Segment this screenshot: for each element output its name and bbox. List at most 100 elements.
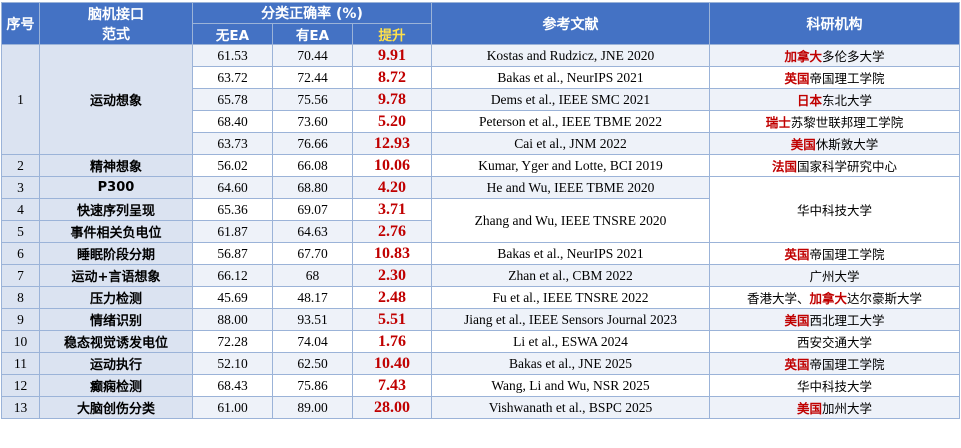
institution: 瑞士苏黎世联邦理工学院 <box>709 110 960 133</box>
without-ea-value: 63.72 <box>192 66 273 89</box>
table-row: 5 事件相关负电位 61.87 64.63 2.76 <box>1 220 960 243</box>
institution-country: 日本 <box>796 93 822 108</box>
improvement-value: 12.93 <box>352 132 432 155</box>
without-ea-value: 61.53 <box>192 44 273 67</box>
institution-country: 法国 <box>771 159 797 174</box>
with-ea-value: 70.44 <box>272 44 353 67</box>
with-ea-value: 69.07 <box>272 198 353 221</box>
institution: 广州大学 <box>709 264 960 287</box>
table-row: 7 运动+言语想象 66.12 68 2.30 Zhan et al., CBM… <box>1 264 960 287</box>
without-ea-value: 45.69 <box>192 286 273 309</box>
institution-name: 帝国理工学院 <box>809 71 885 86</box>
institution-country: 英国 <box>784 247 810 262</box>
institution: 法国国家科学研究中心 <box>709 154 960 177</box>
row-no: 13 <box>1 396 40 419</box>
institution: 美国加州大学 <box>709 396 960 419</box>
with-ea-value: 76.66 <box>272 132 353 155</box>
row-paradigm: 快速序列呈现 <box>39 198 193 221</box>
reference: Dems et al., IEEE SMC 2021 <box>431 88 710 111</box>
with-ea-value: 74.04 <box>272 330 353 353</box>
institution-name: 帝国理工学院 <box>809 357 885 372</box>
improvement-value: 4.20 <box>352 176 432 199</box>
with-ea-value: 72.44 <box>272 66 353 89</box>
institution-name: 华中科技大学 <box>796 203 872 218</box>
institution: 日本东北大学 <box>709 88 960 111</box>
without-ea-value: 66.12 <box>192 264 273 287</box>
improvement-value: 1.76 <box>352 330 432 353</box>
improvement-value: 2.30 <box>352 264 432 287</box>
row-paradigm: 精神想象 <box>39 154 193 177</box>
row-paradigm: 压力检测 <box>39 286 193 309</box>
row-paradigm: 运动执行 <box>39 352 193 375</box>
table-row: 3 P300 64.60 68.80 4.20 He and Wu, IEEE … <box>1 176 960 243</box>
without-ea-value: 68.40 <box>192 110 273 133</box>
table-row: 8 压力检测 45.69 48.17 2.48 Fu et al., IEEE … <box>1 286 960 309</box>
institution: 西安交通大学 <box>709 330 960 353</box>
table-row: 10 稳态视觉诱发电位 72.28 74.04 1.76 Li et al., … <box>1 330 960 353</box>
institution: 美国西北理工大学 <box>709 308 960 331</box>
institution-country: 美国 <box>796 401 822 416</box>
without-ea-value: 88.00 <box>192 308 273 331</box>
reference: Li et al., ESWA 2024 <box>431 330 710 353</box>
institution-name: 休斯敦大学 <box>815 137 879 152</box>
institution-name: 国家科学研究中心 <box>797 159 898 174</box>
reference: Cai et al., JNM 2022 <box>431 132 710 155</box>
header-without-ea: 无EA <box>192 23 273 45</box>
institution: 英国帝国理工学院 <box>709 352 960 375</box>
row-paradigm: 癫痫检测 <box>39 374 193 397</box>
row-no: 5 <box>1 220 40 243</box>
institution: 英国帝国理工学院 <box>709 66 960 89</box>
table-row: 11 运动执行 52.10 62.50 10.40 Bakas et al., … <box>1 352 960 375</box>
institution-country: 加拿大 <box>784 49 822 64</box>
institution-name: 西北理工大学 <box>809 313 885 328</box>
institution-country: 美国 <box>784 313 810 328</box>
without-ea-value: 64.60 <box>192 176 273 199</box>
header-reference: 参考文献 <box>431 2 710 45</box>
with-ea-value: 66.08 <box>272 154 353 177</box>
improvement-value: 28.00 <box>352 396 432 419</box>
improvement-value: 10.40 <box>352 352 432 375</box>
without-ea-value: 52.10 <box>192 352 273 375</box>
institution: 美国休斯敦大学 <box>709 132 960 155</box>
table-row: 9 情绪识别 88.00 93.51 5.51 Jiang et al., IE… <box>1 308 960 331</box>
institution-name: 多伦多大学 <box>822 49 885 64</box>
institution: 英国帝国理工学院 <box>709 242 960 265</box>
institution-name: 广州大学 <box>809 269 860 284</box>
row-paradigm: 睡眠阶段分期 <box>39 242 193 265</box>
table-row: 68.40 73.60 5.20 Peterson et al., IEEE T… <box>2 110 960 133</box>
institution: 华中科技大学 <box>709 176 960 243</box>
reference: Vishwanath et al., BSPC 2025 <box>431 396 710 419</box>
reference: Bakas et al., NeurIPS 2021 <box>431 242 710 265</box>
institution-name: 华中科技大学 <box>796 379 872 394</box>
without-ea-value: 63.73 <box>192 132 273 155</box>
institution-country: 瑞士 <box>765 115 791 130</box>
without-ea-value: 56.87 <box>192 242 273 265</box>
ea-results-table: 序号 脑机接口 范式 分类正确率 (%) 参考文献 科研机构 无EA 有EA 提升… <box>1 2 960 419</box>
header-paradigm: 脑机接口 范式 <box>39 2 193 45</box>
improvement-value: 2.48 <box>352 286 432 309</box>
table-row: 6 睡眠阶段分期 56.87 67.70 10.83 Bakas et al.,… <box>1 242 960 265</box>
row-no: 4 <box>1 198 40 221</box>
institution-name: 帝国理工学院 <box>809 247 885 262</box>
reference: Bakas et al., JNE 2025 <box>431 352 710 375</box>
with-ea-value: 67.70 <box>272 242 353 265</box>
row-no: 2 <box>1 154 40 177</box>
reference: Bakas et al., NeurIPS 2021 <box>431 66 710 89</box>
header-with-ea: 有EA <box>272 23 353 45</box>
institution-name: 东北大学 <box>822 93 873 108</box>
without-ea-value: 72.28 <box>192 330 273 353</box>
institution-name: 西安交通大学 <box>796 335 872 350</box>
with-ea-value: 93.51 <box>272 308 353 331</box>
institution-country: 加拿大 <box>809 291 847 306</box>
row-paradigm: 运动+言语想象 <box>39 264 193 287</box>
reference: Jiang et al., IEEE Sensors Journal 2023 <box>431 308 710 331</box>
row-no: 10 <box>1 330 40 353</box>
with-ea-value: 75.86 <box>272 374 353 397</box>
row-no: 8 <box>1 286 40 309</box>
reference: Zhan et al., CBM 2022 <box>431 264 710 287</box>
reference: Peterson et al., IEEE TBME 2022 <box>431 110 710 133</box>
with-ea-value: 48.17 <box>272 286 353 309</box>
reference: Kumar, Yger and Lotte, BCI 2019 <box>431 154 710 177</box>
table-row: 12 癫痫检测 68.43 75.86 7.43 Wang, Li and Wu… <box>1 374 960 397</box>
with-ea-value: 75.56 <box>272 88 353 111</box>
